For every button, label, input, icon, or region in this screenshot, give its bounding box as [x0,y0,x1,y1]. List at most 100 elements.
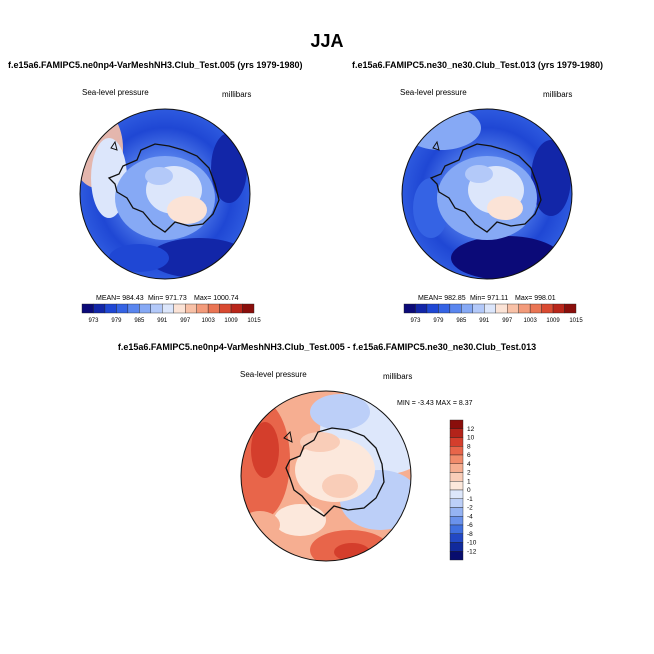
diff-colorbar-swatch [449,489,464,499]
diff-colorbar-tick-label: 2 [467,470,471,477]
left-colorbar-swatch [139,303,151,314]
right-colorbar-swatch [552,303,565,314]
left-variable-label: Sea-level pressure [82,88,149,97]
page-title: JJA [310,31,344,51]
diff-colorbar-swatch [449,533,464,543]
right-colorbar-tick-label: 973 [410,318,421,324]
right-max: Max= 998.01 [515,295,556,302]
left-colorbar-swatch [196,303,209,314]
left-colorbar-tick-label: 1003 [201,318,215,324]
right-colorbar-tick-label: 991 [479,318,490,324]
diff-colorbar-swatch [449,507,464,517]
left-polar-map [79,108,251,280]
diff-colorbar-tick-label: 10 [467,435,475,442]
diff-colorbar-tick-label: -2 [467,505,473,512]
diff-minmax: MIN = -3.43 MAX = 8.37 [397,400,473,407]
diff-colorbar-swatch [449,419,464,429]
diff-colorbar-swatch [449,472,464,482]
diff-variable-label: Sea-level pressure [240,370,307,379]
diff-panel-title: f.e15a6.FAMIPC5.ne0np4-VarMeshNH3.Club_T… [117,342,537,352]
diff-colorbar-swatch [449,516,464,526]
right-colorbar-swatch [506,303,519,314]
right-colorbar-swatch [449,303,462,314]
diff-colorbar-swatch [449,481,464,491]
right-colorbar-swatch [495,303,508,314]
diff-colorbar-tick-label: 8 [467,443,471,450]
diff-colorbar-tick-label: -10 [467,540,477,547]
left-colorbar-swatch [162,303,174,314]
diff-colorbar-tick-label: -12 [467,548,477,555]
diff-colorbar-tick-label: -4 [467,513,473,520]
diff-colorbar-swatch [449,446,464,456]
right-variable-label: Sea-level pressure [400,88,467,97]
left-colorbar-tick-label: 979 [111,318,122,324]
diff-units-label: millibars [383,372,413,381]
right-colorbar-swatch [426,303,439,314]
right-units-label: millibars [543,90,573,99]
right-colorbar-swatch [541,303,554,314]
left-units-label: millibars [222,90,252,99]
left-colorbar-swatch [150,303,163,314]
right-colorbar-tick-label: 985 [456,318,467,324]
right-colorbar-swatch [484,303,496,314]
left-colorbar-tick-label: 1015 [247,318,261,324]
diff-colorbar-swatch [449,437,464,447]
right-colorbar-swatch [415,303,428,314]
left-colorbar-swatch [116,303,129,314]
left-mean: MEAN= 984.43 [96,295,144,302]
left-colorbar-swatch [81,303,94,314]
left-colorbar-swatch [184,303,197,314]
diff-colorbar-swatch [449,524,464,534]
diff-colorbar-tick-label: 4 [467,461,471,468]
right-colorbar-swatch [461,303,473,314]
left-colorbar-swatch [104,303,117,314]
right-colorbar-swatch [438,303,451,314]
left-min: Min= 971.73 [148,295,187,302]
left-colorbar-tick-label: 973 [88,318,99,324]
diff-colorbar-swatch [449,463,464,473]
right-colorbar-tick-label: 1009 [546,318,560,324]
diff-colorbar-swatch [449,551,464,561]
left-colorbar-tick-label: 1009 [224,318,238,324]
right-colorbar-swatch [472,303,485,314]
diff-colorbar-swatch [449,542,464,552]
diff-colorbar-tick-label: 1 [467,478,471,485]
left-colorbar-swatch [242,303,255,314]
diff-colorbar-tick-label: -6 [467,522,473,529]
right-colorbar-tick-label: 979 [433,318,444,324]
diff-colorbar-tick-label: 6 [467,452,471,459]
diff-colorbar-swatch [449,454,464,464]
diff-colorbar-swatch [449,428,464,438]
right-colorbar-tick-label: 997 [502,318,513,324]
left-colorbar-tick-label: 997 [180,318,191,324]
right-colorbar-tick-label: 1015 [569,318,583,324]
right-mean: MEAN= 982.85 [418,295,466,302]
diff-colorbar-tick-label: 12 [467,426,475,433]
left-colorbar: 973 979 985 991 997 1003 1009 1015 [81,303,261,324]
diff-colorbar-swatch [449,498,464,508]
left-panel-title: f.e15a6.FAMIPC5.ne0np4-VarMeshNH3.Club_T… [8,60,303,70]
diff-colorbar-tick-label: -1 [467,496,473,503]
left-colorbar-swatch [127,303,140,314]
left-colorbar-swatch [173,303,186,314]
right-colorbar-swatch [529,303,542,314]
right-colorbar-swatch [564,303,577,314]
right-polar-map [401,108,573,280]
left-colorbar-swatch [93,303,106,314]
right-colorbar: 973 979 985 991 997 1003 1009 1015 [403,303,583,324]
left-colorbar-tick-label: 991 [157,318,168,324]
left-colorbar-tick-label: 985 [134,318,145,324]
right-panel-title: f.e15a6.FAMIPC5.ne30_ne30.Club_Test.013 … [352,60,603,70]
left-max: Max= 1000.74 [194,295,239,302]
left-colorbar-swatch [230,303,243,314]
left-colorbar-swatch [207,303,220,314]
diff-colorbar-tick-label: -8 [467,531,473,538]
right-colorbar-swatch [403,303,416,314]
left-colorbar-swatch [219,303,232,314]
diff-polar-map [240,390,412,562]
diff-colorbar-tick-label: 0 [467,487,471,494]
right-min: Min= 971.11 [470,295,509,302]
right-colorbar-tick-label: 1003 [523,318,537,324]
right-colorbar-swatch [518,303,531,314]
